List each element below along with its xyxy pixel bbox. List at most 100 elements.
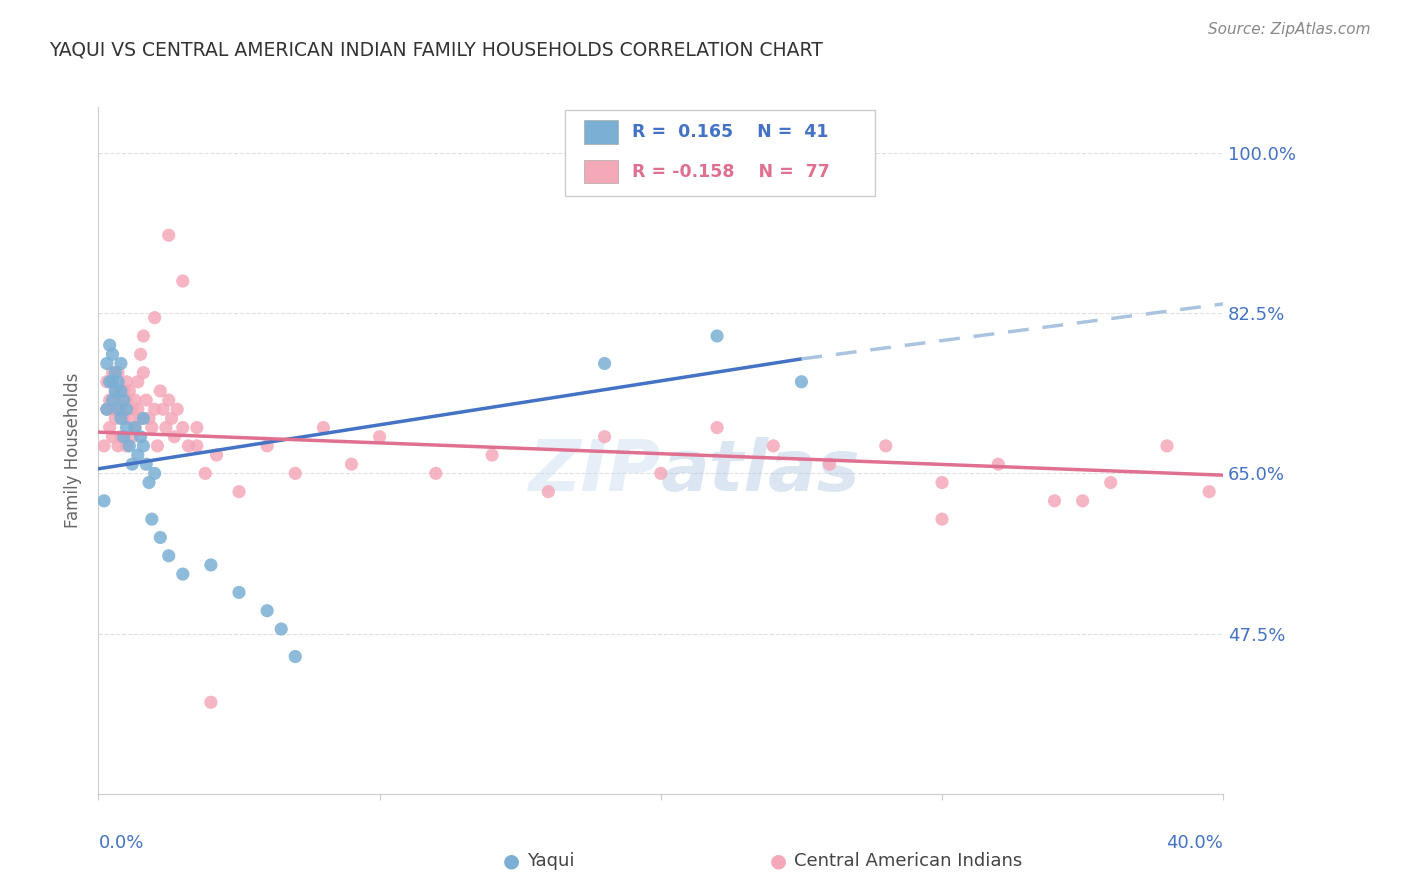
Point (96, 356, 118, 370)
Point (104, 411, 127, 425)
Point (172, 420, 194, 434)
Point (200, 558, 222, 572)
Point (110, 430, 132, 444)
Text: YAQUI VS CENTRAL AMERICAN INDIAN FAMILY HOUSEHOLDS CORRELATION CHART: YAQUI VS CENTRAL AMERICAN INDIAN FAMILY … (49, 40, 823, 59)
Point (112, 430, 135, 444)
Point (818, 457, 841, 471)
Y-axis label: Family Households: Family Households (63, 373, 82, 528)
Point (138, 411, 160, 425)
Point (312, 420, 335, 434)
Point (115, 402, 138, 417)
Point (107, 393, 129, 408)
Point (124, 420, 146, 434)
Point (186, 420, 208, 434)
Point (127, 402, 149, 417)
Point (112, 411, 135, 425)
Point (205, 448, 228, 462)
Point (149, 531, 172, 545)
Point (200, 695, 222, 709)
Point (93, 493, 115, 508)
Point (138, 475, 160, 490)
Point (129, 411, 152, 425)
Text: Source: ZipAtlas.com: Source: ZipAtlas.com (1208, 22, 1371, 37)
Point (127, 448, 149, 462)
Point (129, 430, 152, 444)
Point (146, 439, 169, 453)
Point (706, 329, 728, 343)
Point (96, 402, 118, 417)
Point (1198, 484, 1220, 499)
Point (107, 375, 129, 389)
Point (124, 393, 146, 408)
Point (270, 622, 292, 636)
Point (1071, 493, 1094, 508)
Point (1156, 439, 1178, 453)
Point (875, 439, 897, 453)
Point (284, 649, 307, 664)
Text: 40.0%: 40.0% (1167, 834, 1223, 852)
Point (118, 411, 141, 425)
Point (141, 512, 163, 526)
Point (101, 375, 124, 389)
Point (593, 430, 616, 444)
Point (481, 448, 503, 462)
Text: ●: ● (503, 851, 520, 871)
Point (143, 310, 166, 325)
Point (1099, 475, 1122, 490)
Point (132, 439, 155, 453)
Point (157, 228, 180, 243)
Text: 0.0%: 0.0% (98, 834, 143, 852)
Point (143, 402, 166, 417)
Point (160, 411, 183, 425)
Point (132, 366, 155, 380)
Point (790, 375, 813, 389)
Point (118, 384, 141, 398)
Point (98, 375, 121, 389)
Point (93, 439, 115, 453)
Point (104, 366, 127, 380)
Text: Yaqui: Yaqui (527, 852, 575, 870)
FancyBboxPatch shape (585, 160, 619, 184)
Point (96, 402, 118, 417)
Point (110, 356, 132, 370)
Point (593, 356, 616, 370)
Point (931, 475, 953, 490)
Point (166, 402, 188, 417)
Point (96, 375, 118, 389)
Text: atlas: atlas (661, 436, 860, 506)
Point (987, 457, 1010, 471)
Point (157, 393, 180, 408)
Point (121, 457, 143, 471)
Text: R = -0.158    N =  77: R = -0.158 N = 77 (631, 162, 830, 180)
Point (124, 420, 146, 434)
Text: ZIP: ZIP (529, 436, 661, 506)
Point (284, 467, 307, 481)
Point (368, 430, 391, 444)
Point (537, 484, 560, 499)
Point (110, 411, 132, 425)
Text: R =  0.165    N =  41: R = 0.165 N = 41 (631, 123, 828, 141)
Point (1043, 493, 1066, 508)
Point (135, 457, 157, 471)
Point (107, 366, 129, 380)
Point (135, 393, 157, 408)
Point (762, 439, 785, 453)
Point (129, 347, 152, 361)
Point (118, 439, 141, 453)
Point (186, 439, 208, 453)
Point (256, 439, 278, 453)
Point (157, 549, 180, 563)
Point (115, 439, 138, 453)
Point (141, 420, 163, 434)
Point (132, 411, 155, 425)
Point (115, 420, 138, 434)
Point (110, 402, 132, 417)
FancyBboxPatch shape (585, 120, 619, 144)
Point (340, 457, 363, 471)
Point (112, 393, 135, 408)
Point (101, 393, 124, 408)
Point (127, 375, 149, 389)
Point (256, 604, 278, 618)
Point (98, 420, 121, 434)
Point (228, 585, 250, 599)
